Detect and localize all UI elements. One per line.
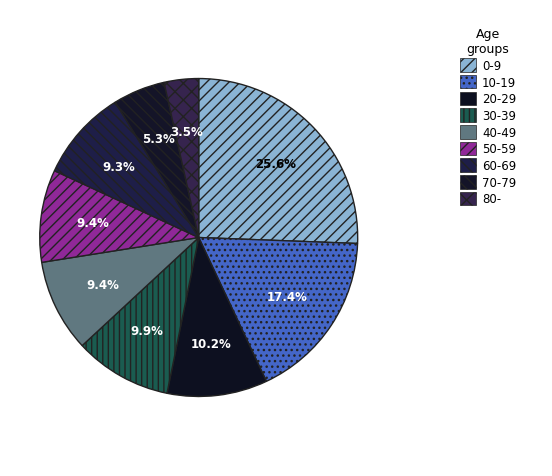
Legend: 0-9, 10-19, 20-29, 30-39, 40-49, 50-59, 60-69, 70-79, 80-: 0-9, 10-19, 20-29, 30-39, 40-49, 50-59, … bbox=[457, 26, 519, 208]
Text: 10.2%: 10.2% bbox=[191, 337, 232, 350]
Text: 9.9%: 9.9% bbox=[130, 324, 163, 337]
Text: 25.6%: 25.6% bbox=[255, 158, 296, 171]
Wedge shape bbox=[167, 238, 267, 397]
Text: 9.3%: 9.3% bbox=[103, 161, 135, 174]
Wedge shape bbox=[199, 238, 358, 382]
Text: 3.5%: 3.5% bbox=[171, 126, 203, 139]
Wedge shape bbox=[40, 171, 199, 263]
Wedge shape bbox=[55, 103, 199, 238]
Wedge shape bbox=[82, 238, 199, 394]
Text: 9.4%: 9.4% bbox=[87, 278, 119, 291]
Wedge shape bbox=[42, 238, 199, 346]
Wedge shape bbox=[164, 79, 199, 238]
Text: 17.4%: 17.4% bbox=[267, 290, 308, 303]
Wedge shape bbox=[199, 79, 358, 244]
Text: 5.3%: 5.3% bbox=[142, 133, 175, 146]
Text: 9.4%: 9.4% bbox=[77, 217, 110, 230]
Wedge shape bbox=[115, 83, 199, 238]
